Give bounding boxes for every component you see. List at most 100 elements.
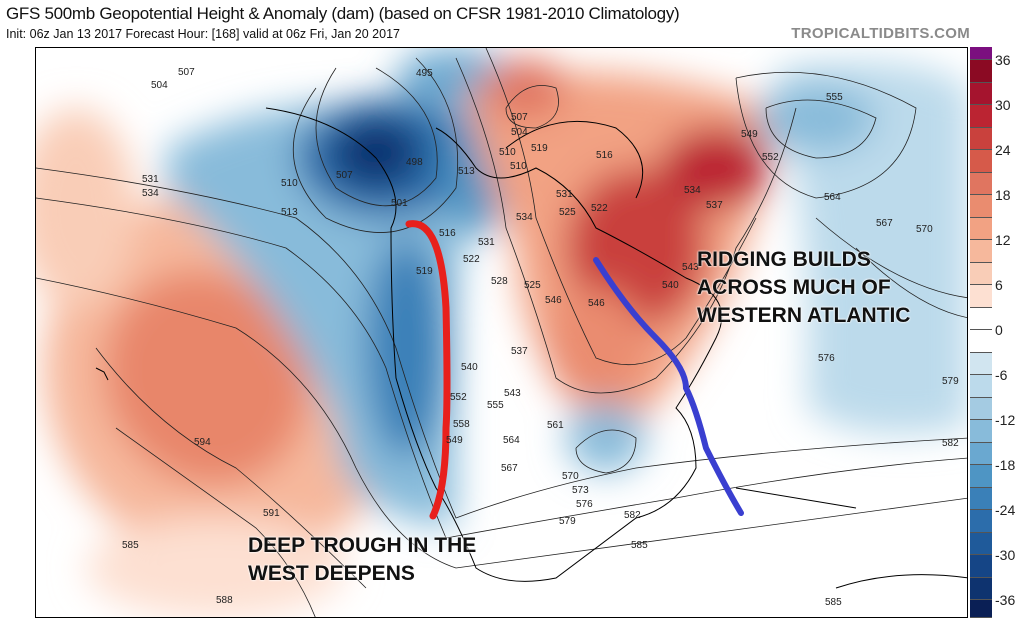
- colorbar-bin: [970, 600, 992, 618]
- contour-label: 513: [458, 166, 475, 177]
- trough-annotation: DEEP TROUGH IN THE WEST DEEPENS: [248, 532, 476, 588]
- trough-annotation-line1: DEEP TROUGH IN THE: [248, 534, 477, 557]
- contour-label: 585: [825, 597, 842, 608]
- colorbar-bin: [970, 262, 992, 285]
- anomaly-map: 507 504 495 498 501 507 510 513 531 534 516 519 522 5…: [35, 47, 968, 618]
- contour-label: 513: [281, 207, 298, 218]
- contour-label: 522: [463, 254, 480, 265]
- height-contours: [36, 48, 967, 617]
- contour-label: 564: [824, 192, 841, 203]
- contour-label: 504: [511, 127, 528, 138]
- contour-label: 543: [682, 262, 699, 273]
- contour-label: 576: [576, 499, 593, 510]
- trough-annotation-line2: WEST DEEPENS: [248, 562, 415, 585]
- contour-label: 519: [416, 266, 433, 277]
- colorbar-label: -18: [995, 457, 1016, 473]
- contour-label: 558: [453, 419, 470, 430]
- contour-label: 501: [391, 198, 408, 209]
- anomaly-shading: [36, 48, 967, 617]
- contour-label: 579: [559, 516, 576, 527]
- colorbar-bin: [970, 330, 992, 353]
- contour-label: 582: [624, 510, 641, 521]
- colorbar-bin: [970, 105, 992, 128]
- colorbar-bin: [970, 82, 992, 105]
- contour-label: 531: [556, 189, 573, 200]
- contour-label: 588: [216, 595, 233, 606]
- contour-label: 525: [524, 280, 541, 291]
- colorbar-label: 24: [995, 142, 1011, 158]
- contour-label: 510: [499, 147, 516, 158]
- map-canvas: 507 504 495 498 501 507 510 513 531 534 516 519 522 5…: [36, 48, 967, 617]
- ridge-annotation-line2: ACROSS MUCH OF: [697, 276, 891, 299]
- colorbar-bin: [970, 307, 992, 330]
- brand-watermark: TROPICALTIDBITS.COM: [791, 25, 970, 42]
- contour-label: 555: [487, 400, 504, 411]
- contour-label: 537: [706, 200, 723, 211]
- colorbar-label: -36: [995, 592, 1016, 608]
- map-subtitle: Init: 06z Jan 13 2017 Forecast Hour: [16…: [6, 27, 400, 41]
- contour-label: 531: [478, 237, 495, 248]
- trough-axis-line: [405, 220, 451, 520]
- colorbar-label: 0: [995, 322, 1003, 338]
- colorbar-bin: [970, 532, 992, 555]
- contour-label: 540: [662, 280, 679, 291]
- colorbar-label: 18: [995, 187, 1011, 203]
- contour-label: 543: [504, 388, 521, 399]
- colorbar-bin: [970, 465, 992, 488]
- contour-label: 510: [510, 161, 527, 172]
- contour-label: 585: [631, 540, 648, 551]
- colorbar-bin: [970, 375, 992, 398]
- colorbar-label: -24: [995, 502, 1016, 518]
- colorbar-bin: [970, 285, 992, 308]
- contour-label: 507: [511, 112, 528, 123]
- contour-label: 585: [122, 540, 139, 551]
- colorbar-bin: [970, 577, 992, 600]
- contour-label: 570: [916, 224, 933, 235]
- colorbar-bin: [970, 510, 992, 533]
- colorbar-bin: [970, 487, 992, 510]
- colorbar-label: 6: [995, 277, 1003, 293]
- contour-label: 522: [591, 203, 608, 214]
- contour-label: 561: [547, 420, 564, 431]
- colorbar-label: 12: [995, 232, 1011, 248]
- colorbar-bin: [970, 420, 992, 443]
- contour-label: 594: [194, 437, 211, 448]
- map-title: GFS 500mb Geopotential Height & Anomaly …: [6, 4, 680, 23]
- contour-label: 567: [501, 463, 518, 474]
- colorbar-bin: [970, 217, 992, 240]
- colorbar-bin: [970, 150, 992, 173]
- contour-label: 552: [450, 392, 467, 403]
- contour-label: 498: [406, 157, 423, 168]
- ridge-annotation-line1: RIDGING BUILDS: [697, 248, 871, 271]
- colorbar-bin: [970, 195, 992, 218]
- contour-label: 546: [588, 298, 605, 309]
- contour-label: 534: [684, 185, 701, 196]
- contour-label: 510: [281, 178, 298, 189]
- contour-label: 534: [142, 188, 159, 199]
- colorbar-label: -6: [995, 367, 1008, 383]
- contour-label: 579: [942, 376, 959, 387]
- colorbar-label: -30: [995, 547, 1016, 563]
- colorbar-bin: [970, 555, 992, 578]
- contour-label: 516: [439, 228, 456, 239]
- contour-label: 567: [876, 218, 893, 229]
- contour-label: 495: [416, 68, 433, 79]
- contour-label: 516: [596, 150, 613, 161]
- colorbar-bin: [970, 127, 992, 150]
- contour-label: 549: [446, 435, 463, 446]
- colorbar-bin: [970, 352, 992, 375]
- contour-label: 546: [545, 295, 562, 306]
- anomaly-colorbar: 36 30 24 18 12 6 0 -6 -12 -18 -24 -30 -36: [970, 47, 1024, 618]
- ridge-axis-line: [593, 257, 744, 516]
- colorbar-bin: [970, 60, 992, 83]
- contour-label: 549: [741, 129, 758, 140]
- colorbar-bin: [970, 172, 992, 195]
- ridge-annotation: RIDGING BUILDS ACROSS MUCH OF WESTERN AT…: [697, 246, 910, 330]
- coastlines: [95, 107, 967, 589]
- colorbar-bin: [970, 442, 992, 465]
- colorbar-bin: [970, 47, 992, 60]
- contour-label: 591: [263, 508, 280, 519]
- contour-label: 564: [503, 435, 520, 446]
- contour-label: 582: [942, 438, 959, 449]
- ridge-annotation-line3: WESTERN ATLANTIC: [697, 304, 911, 327]
